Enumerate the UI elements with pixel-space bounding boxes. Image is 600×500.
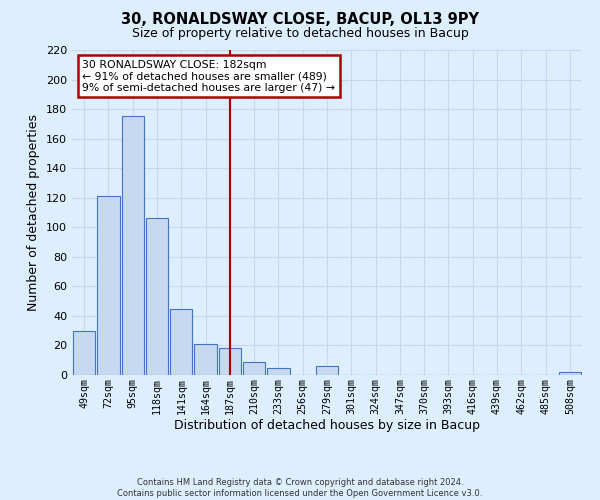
Bar [267,368,290,375]
Text: 30 RONALDSWAY CLOSE: 182sqm
← 91% of detached houses are smaller (489)
9% of sem: 30 RONALDSWAY CLOSE: 182sqm ← 91% of det… [82,60,335,93]
X-axis label: Distribution of detached houses by size in Bacup: Distribution of detached houses by size … [174,420,480,432]
Bar [73,330,95,375]
Bar [243,362,265,375]
Bar [194,344,217,375]
Bar [97,196,119,375]
Bar [316,366,338,375]
Text: Size of property relative to detached houses in Bacup: Size of property relative to detached ho… [131,28,469,40]
Bar [122,116,144,375]
Bar [218,348,241,375]
Y-axis label: Number of detached properties: Number of detached properties [28,114,40,311]
Bar [146,218,168,375]
Bar [559,372,581,375]
Text: 30, RONALDSWAY CLOSE, BACUP, OL13 9PY: 30, RONALDSWAY CLOSE, BACUP, OL13 9PY [121,12,479,28]
Text: Contains HM Land Registry data © Crown copyright and database right 2024.
Contai: Contains HM Land Registry data © Crown c… [118,478,482,498]
Bar [170,308,193,375]
